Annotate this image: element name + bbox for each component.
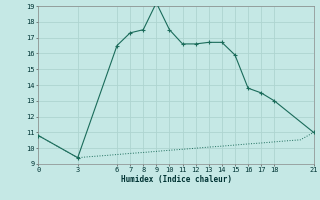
X-axis label: Humidex (Indice chaleur): Humidex (Indice chaleur) — [121, 175, 231, 184]
